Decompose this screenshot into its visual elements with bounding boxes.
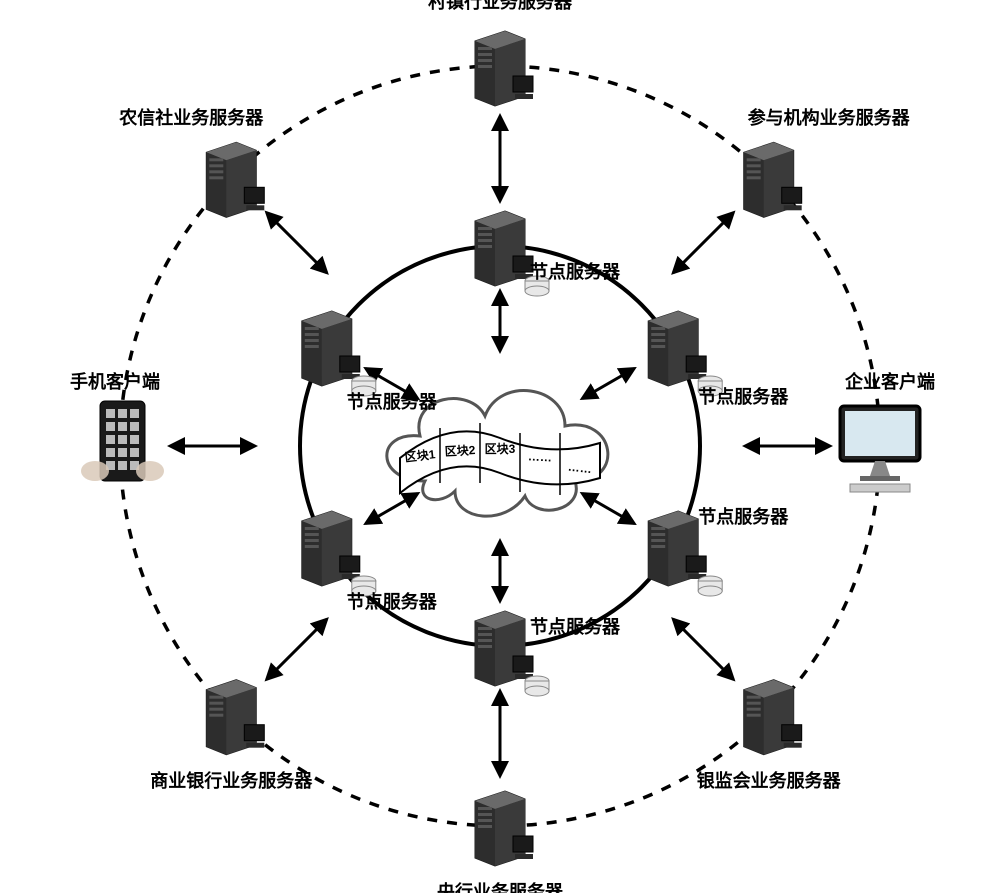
outer-node-label-3: 银监会业务服务器 — [697, 767, 841, 793]
svg-text:……: …… — [528, 449, 553, 464]
inner-node-label-2: 节点服务器 — [698, 503, 788, 529]
svg-text:……: …… — [567, 460, 592, 477]
outer-node-label-4: 央行业务服务器 — [437, 878, 563, 893]
svg-text:区块2: 区块2 — [444, 442, 476, 459]
outer-node-label-6: 手机客户端 — [70, 368, 160, 394]
outer-node-label-1: 参与机构业务服务器 — [748, 104, 910, 130]
inner-node-label-0: 节点服务器 — [530, 258, 620, 284]
inner-node-label-3: 节点服务器 — [530, 613, 620, 639]
outer-node-label-0: 村镇行业务服务器 — [428, 0, 572, 14]
inner-node-label-1: 节点服务器 — [698, 383, 788, 409]
diagram-stage: 区块1区块2区块3…………节点服务器节点服务器节点服务器节点服务器节点服务器节点… — [0, 0, 1000, 893]
inner-node-label-5: 节点服务器 — [347, 388, 437, 414]
outer-node-label-5: 商业银行业务服务器 — [150, 767, 312, 793]
outer-node-label-7: 农信社业务服务器 — [119, 104, 263, 130]
svg-text:区块3: 区块3 — [485, 441, 516, 456]
inner-node-label-4: 节点服务器 — [347, 588, 437, 614]
outer-node-label-2: 企业客户端 — [845, 368, 935, 394]
